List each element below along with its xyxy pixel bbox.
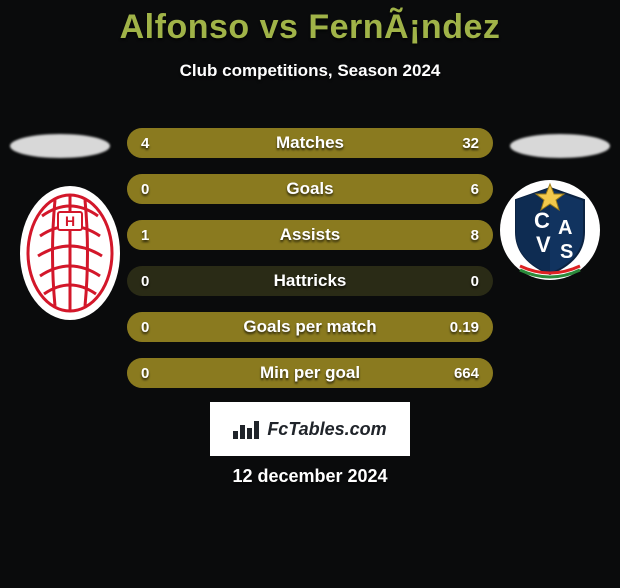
- page-title: Alfonso vs FernÃ¡ndez: [0, 8, 620, 47]
- stat-label: Hattricks: [127, 266, 493, 296]
- stat-label: Matches: [127, 128, 493, 158]
- stat-label: Assists: [127, 220, 493, 250]
- stat-label: Goals per match: [127, 312, 493, 342]
- stats-container: 432Matches 06Goals 18Assists 00Hattricks 00.…: [127, 128, 493, 404]
- bars-icon: [233, 419, 261, 439]
- shadow-left: [10, 134, 110, 158]
- svg-text:S: S: [560, 241, 573, 263]
- shadow-right: [510, 134, 610, 158]
- stat-row: 00.19Goals per match: [127, 312, 493, 342]
- stat-label: Min per goal: [127, 358, 493, 388]
- svg-text:A: A: [558, 217, 572, 239]
- brand-box: FcTables.com: [210, 402, 410, 456]
- team-crest-left: H: [20, 186, 120, 320]
- stat-row: 00Hattricks: [127, 266, 493, 296]
- svg-text:V: V: [536, 232, 551, 257]
- stat-row: 06Goals: [127, 174, 493, 204]
- svg-text:H: H: [65, 213, 75, 229]
- page-subtitle: Club competitions, Season 2024: [0, 61, 620, 81]
- svg-text:C: C: [534, 208, 550, 233]
- brand-text: FcTables.com: [267, 419, 386, 440]
- date-line: 12 december 2024: [0, 466, 620, 487]
- stat-row: 432Matches: [127, 128, 493, 158]
- stat-row: 0664Min per goal: [127, 358, 493, 388]
- stat-label: Goals: [127, 174, 493, 204]
- team-crest-right: CAVS: [500, 180, 600, 280]
- stat-row: 18Assists: [127, 220, 493, 250]
